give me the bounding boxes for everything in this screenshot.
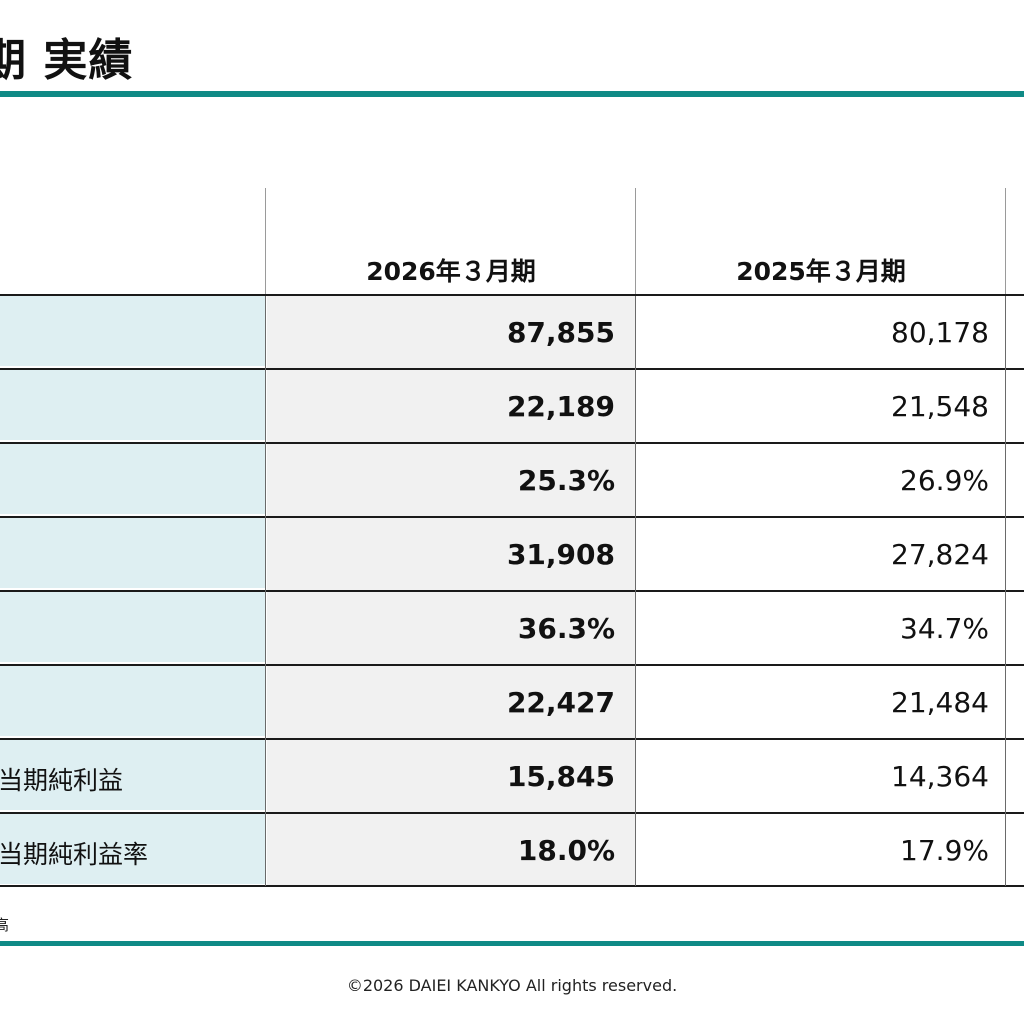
current-value: 25.3% — [517, 464, 615, 497]
table-row: 22,427 21,484 — [0, 666, 1024, 740]
current-value: 15,845 — [506, 760, 615, 793]
row-rule — [0, 738, 1024, 740]
table-row: 87,855 80,178 — [0, 296, 1024, 370]
next-column-cell — [1007, 814, 1024, 886]
previous-value: 34.7% — [900, 612, 989, 645]
current-value-cell: 22,427 — [267, 666, 635, 738]
row-label-cell: 当期純利益 — [0, 740, 265, 812]
row-label-cell — [0, 592, 265, 664]
next-column-cell — [1007, 592, 1024, 664]
current-value: 36.3% — [517, 612, 615, 645]
current-value-cell: 15,845 — [267, 740, 635, 812]
current-value-cell: 25.3% — [267, 444, 635, 516]
previous-value: 27,824 — [891, 538, 989, 571]
previous-value-cell: 26.9% — [637, 444, 1005, 516]
previous-value: 21,548 — [891, 390, 989, 423]
column-divider — [265, 296, 266, 886]
previous-value: 17.9% — [900, 834, 989, 867]
previous-value-cell: 27,824 — [637, 518, 1005, 590]
column-divider — [1005, 296, 1006, 886]
row-label-cell — [0, 666, 265, 738]
row-rule — [0, 368, 1024, 370]
row-label-cell: 当期純利益率 — [0, 814, 265, 886]
table-row: 25.3% 26.9% — [0, 444, 1024, 518]
row-label-cell — [0, 518, 265, 590]
next-column-cell — [1007, 296, 1024, 368]
previous-value-cell: 21,484 — [637, 666, 1005, 738]
row-rule — [0, 516, 1024, 518]
previous-value-cell: 17.9% — [637, 814, 1005, 886]
previous-value: 21,484 — [891, 686, 989, 719]
column-divider — [265, 188, 266, 296]
current-value-cell: 18.0% — [267, 814, 635, 886]
previous-value: 14,364 — [891, 760, 989, 793]
footnote: 高 — [0, 916, 10, 934]
row-rule — [0, 664, 1024, 666]
next-column-cell — [1007, 666, 1024, 738]
column-divider — [1005, 188, 1006, 296]
previous-value: 80,178 — [891, 316, 989, 349]
column-divider — [635, 296, 636, 886]
row-rule — [0, 442, 1024, 444]
header-bottom-rule — [0, 294, 1024, 296]
page-title: 期 実績 — [0, 35, 134, 86]
next-column-cell — [1007, 740, 1024, 812]
current-value: 18.0% — [517, 834, 615, 867]
current-value: 22,427 — [506, 686, 615, 719]
table-row: 当期純利益率 18.0% 17.9% — [0, 814, 1024, 888]
current-value: 87,855 — [506, 316, 615, 349]
previous-value-cell: 80,178 — [637, 296, 1005, 368]
table-row: 22,189 21,548 — [0, 370, 1024, 444]
previous-value-cell: 21,548 — [637, 370, 1005, 442]
next-column-cell — [1007, 518, 1024, 590]
current-value-cell: 31,908 — [267, 518, 635, 590]
table-row: 当期純利益 15,845 14,364 — [0, 740, 1024, 814]
row-label-cell — [0, 296, 265, 368]
previous-value: 26.9% — [900, 464, 989, 497]
current-value-cell: 87,855 — [267, 296, 635, 368]
row-rule — [0, 590, 1024, 592]
row-label: 当期純利益率 — [0, 840, 149, 869]
row-label-cell — [0, 370, 265, 442]
current-value-cell: 36.3% — [267, 592, 635, 664]
copyright-footer: ©2026 DAIEI KANKYO All rights reserved. — [346, 976, 678, 995]
row-rule — [0, 812, 1024, 814]
column-header-current: 2026年３月期 — [366, 257, 536, 286]
previous-value-cell: 14,364 — [637, 740, 1005, 812]
table-bottom-rule — [0, 885, 1024, 887]
footer-rule — [0, 941, 1024, 946]
table-row: 31,908 27,824 — [0, 518, 1024, 592]
row-label: 当期純利益 — [0, 766, 124, 795]
column-divider — [635, 188, 636, 296]
row-label-cell — [0, 444, 265, 516]
current-value: 22,189 — [506, 390, 615, 423]
current-value-cell: 22,189 — [267, 370, 635, 442]
table-row: 36.3% 34.7% — [0, 592, 1024, 666]
title-rule — [0, 91, 1024, 97]
next-column-cell — [1007, 370, 1024, 442]
next-column-cell — [1007, 444, 1024, 516]
previous-value-cell: 34.7% — [637, 592, 1005, 664]
current-value: 31,908 — [506, 538, 615, 571]
column-header-previous: 2025年３月期 — [736, 257, 906, 286]
